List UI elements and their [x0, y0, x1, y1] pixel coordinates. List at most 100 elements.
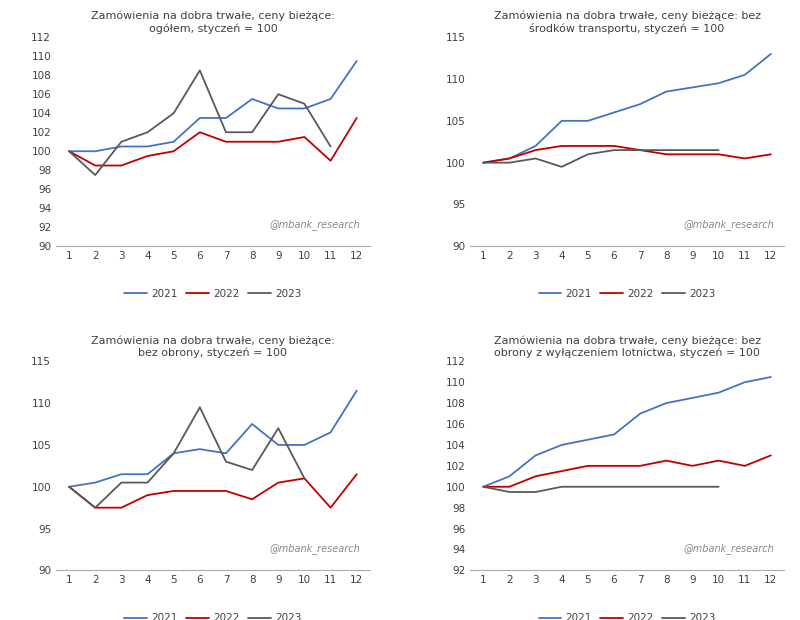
Title: Zamówienia na dobra trwałe, ceny bieżące:
ogółem, styczeń = 100: Zamówienia na dobra trwałe, ceny bieżące…	[91, 11, 335, 33]
Line: 2021: 2021	[483, 54, 771, 162]
2023	[505, 159, 514, 166]
2021	[142, 471, 152, 478]
2023	[530, 155, 540, 162]
2023	[90, 504, 100, 511]
2022	[557, 467, 566, 475]
2022	[505, 483, 514, 490]
2022	[326, 157, 335, 164]
2021	[740, 71, 750, 79]
2021	[530, 452, 540, 459]
2021	[117, 471, 126, 478]
2023	[247, 466, 257, 474]
2023	[117, 479, 126, 486]
Text: @mbank_research: @mbank_research	[270, 219, 360, 229]
2023	[610, 146, 619, 154]
2022	[478, 483, 488, 490]
2021	[478, 159, 488, 166]
2021	[530, 142, 540, 149]
2023	[169, 450, 178, 457]
2022	[352, 114, 362, 122]
2021	[688, 84, 698, 91]
Title: Zamówienia na dobra trwałe, ceny bieżące:
bez obrony, styczeń = 100: Zamówienia na dobra trwałe, ceny bieżące…	[91, 335, 335, 358]
2021	[352, 57, 362, 64]
2021	[90, 148, 100, 155]
2023	[530, 489, 540, 496]
2022	[688, 151, 698, 158]
2023	[247, 128, 257, 136]
2021	[274, 105, 283, 112]
2021	[326, 95, 335, 103]
2021	[64, 483, 74, 490]
Line: 2023: 2023	[483, 487, 718, 492]
2021	[64, 148, 74, 155]
2021	[688, 394, 698, 402]
2022	[530, 146, 540, 154]
2022	[714, 457, 723, 464]
2021	[221, 114, 230, 122]
Legend: 2021, 2022, 2023: 2021, 2022, 2023	[120, 609, 306, 620]
2023	[221, 458, 230, 466]
Line: 2022: 2022	[69, 118, 357, 166]
2023	[300, 100, 310, 107]
2023	[142, 479, 152, 486]
2023	[195, 404, 205, 411]
2022	[714, 151, 723, 158]
2023	[478, 483, 488, 490]
2023	[300, 475, 310, 482]
2022	[662, 457, 671, 464]
2021	[326, 428, 335, 436]
2021	[505, 472, 514, 480]
2021	[610, 108, 619, 116]
2021	[714, 79, 723, 87]
2022	[352, 471, 362, 478]
2022	[142, 492, 152, 499]
2023	[478, 159, 488, 166]
2021	[300, 441, 310, 449]
2021	[352, 387, 362, 394]
2021	[662, 399, 671, 407]
Line: 2021: 2021	[69, 61, 357, 151]
2022	[635, 146, 645, 154]
2023	[714, 146, 723, 154]
2021	[583, 436, 593, 443]
2023	[688, 146, 698, 154]
2021	[247, 95, 257, 103]
2023	[64, 148, 74, 155]
2021	[195, 114, 205, 122]
2022	[195, 487, 205, 495]
Text: @mbank_research: @mbank_research	[270, 542, 360, 554]
2021	[247, 420, 257, 428]
2023	[662, 146, 671, 154]
2022	[64, 483, 74, 490]
2021	[583, 117, 593, 125]
2022	[90, 504, 100, 511]
2022	[300, 475, 310, 482]
2023	[326, 143, 335, 150]
2022	[740, 462, 750, 469]
2021	[557, 117, 566, 125]
2023	[221, 128, 230, 136]
Text: @mbank_research: @mbank_research	[684, 542, 774, 554]
2022	[583, 142, 593, 149]
2022	[274, 138, 283, 146]
2021	[274, 441, 283, 449]
2022	[274, 479, 283, 486]
2023	[662, 483, 671, 490]
Line: 2023: 2023	[69, 71, 330, 175]
2021	[169, 138, 178, 146]
2023	[90, 171, 100, 179]
2022	[64, 148, 74, 155]
Line: 2022: 2022	[483, 146, 771, 162]
2022	[583, 462, 593, 469]
2023	[583, 151, 593, 158]
2022	[142, 153, 152, 160]
2021	[766, 50, 776, 58]
2023	[274, 425, 283, 432]
2022	[221, 138, 230, 146]
Line: 2022: 2022	[483, 456, 771, 487]
2021	[635, 410, 645, 417]
2023	[274, 91, 283, 98]
2021	[714, 389, 723, 396]
2022	[117, 504, 126, 511]
2022	[635, 462, 645, 469]
